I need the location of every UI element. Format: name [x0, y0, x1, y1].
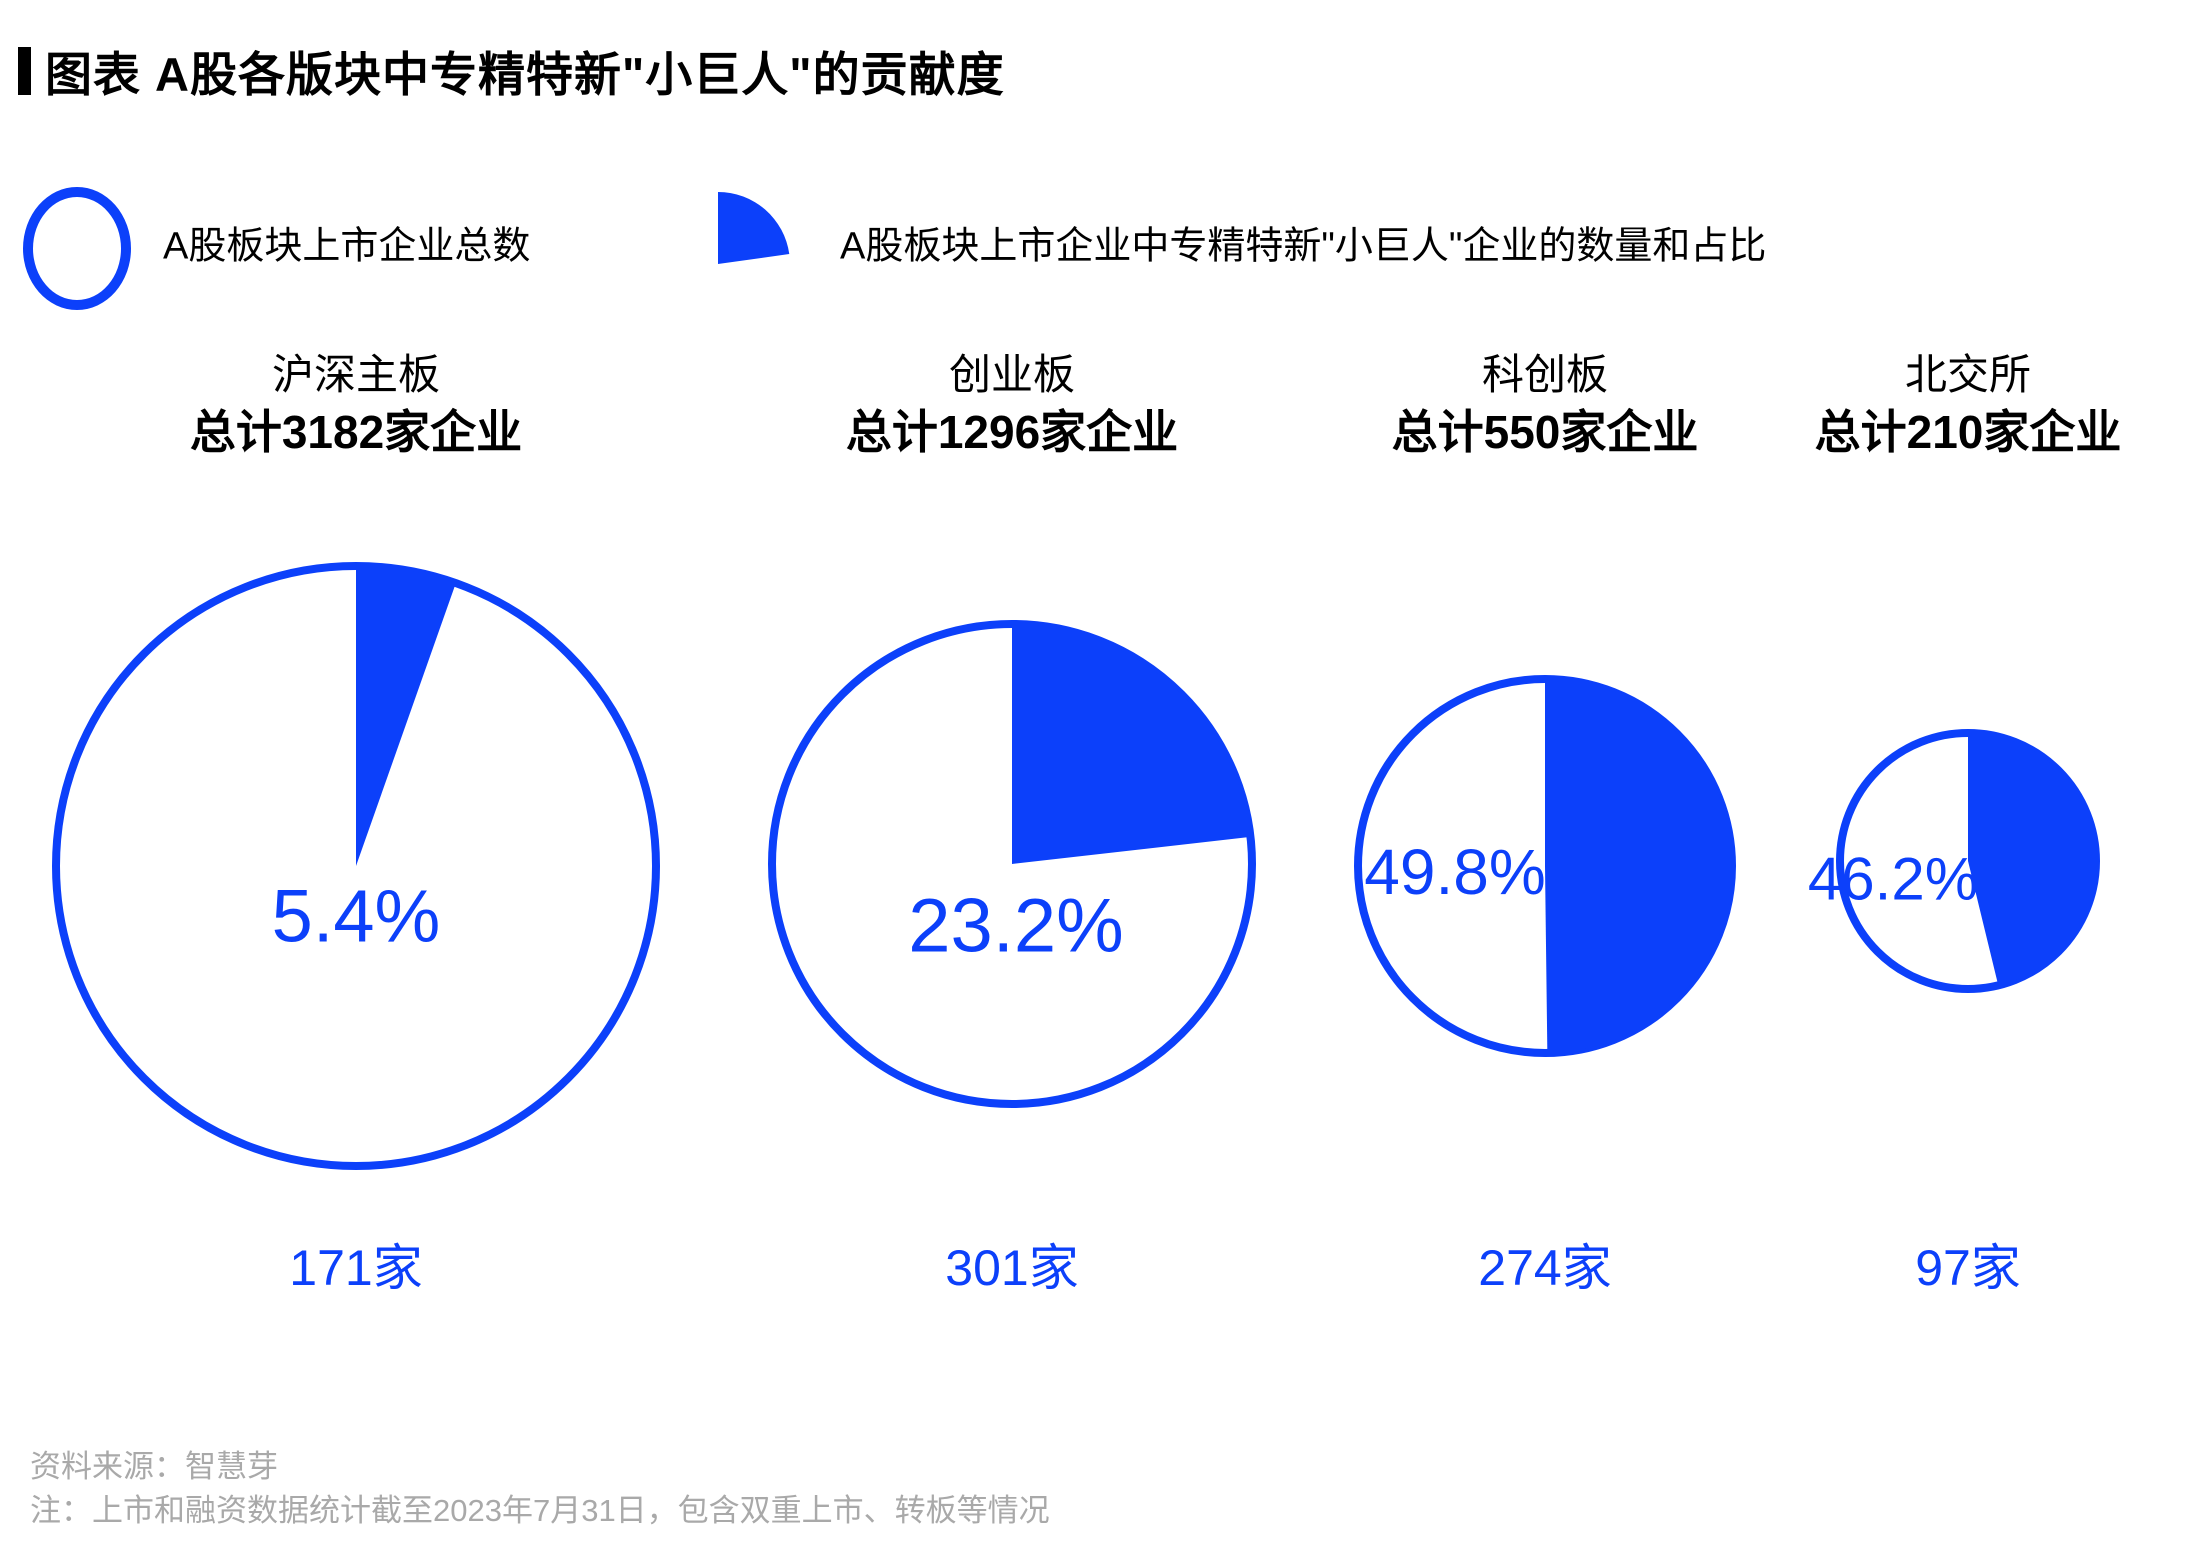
giant-count-label: 274家: [1478, 1240, 1612, 1296]
note: 注：上市和融资数据统计截至2023年7月31日，包含双重上市、转板等情况: [30, 1493, 1050, 1528]
title-accent-bar: [18, 46, 31, 95]
giant-wedge-legend-icon: [718, 192, 790, 264]
board-header-star: 科创板 总计550家企业: [1235, 348, 1855, 462]
percent-label: 49.8%: [1364, 836, 1546, 908]
pie-chart-star: [1352, 673, 1738, 1059]
pie-chart-main: [50, 560, 662, 1172]
giant-count-label: 301家: [945, 1240, 1079, 1296]
board-total: 总计210家企业: [1814, 406, 2122, 458]
footer: 资料来源：智慧芽 注：上市和融资数据统计截至2023年7月31日，包含双重上市、…: [30, 1445, 1050, 1533]
legend-label-total: A股板块上市企业总数: [163, 225, 531, 268]
total-circle-legend-icon: [23, 187, 131, 310]
board-header-bse: 北交所 总计210家企业: [1658, 348, 2200, 462]
board-name: 科创板: [1481, 351, 1608, 398]
percent-label: 46.2%: [1807, 845, 1979, 913]
board-total: 总计1296家企业: [845, 406, 1179, 458]
giant-count-label: 97家: [1915, 1240, 2021, 1296]
board-name: 沪深主板: [271, 351, 440, 398]
page-title: 图表 A股各版块中专精特新"小巨人"的贡献度: [45, 48, 1005, 101]
legend-label-giant: A股板块上市企业中专精特新"小巨人"企业的数量和占比: [840, 225, 1767, 268]
data-source: 资料来源：智慧芽: [30, 1449, 278, 1484]
percent-label: 5.4%: [271, 874, 441, 958]
pie-chart-chinext: [766, 618, 1258, 1110]
board-name: 北交所: [1904, 351, 2031, 398]
percent-label: 23.2%: [908, 883, 1124, 969]
title-row: 图表 A股各版块中专精特新"小巨人"的贡献度: [18, 36, 1005, 105]
board-total: 总计550家企业: [1391, 406, 1699, 458]
pie-chart-bse: [1834, 727, 2102, 995]
board-header-chinext: 创业板 总计1296家企业: [702, 348, 1322, 462]
giant-count-label: 171家: [289, 1240, 423, 1296]
board-header-main: 沪深主板 总计3182家企业: [46, 348, 666, 462]
board-total: 总计3182家企业: [189, 406, 523, 458]
board-name: 创业板: [948, 351, 1075, 398]
